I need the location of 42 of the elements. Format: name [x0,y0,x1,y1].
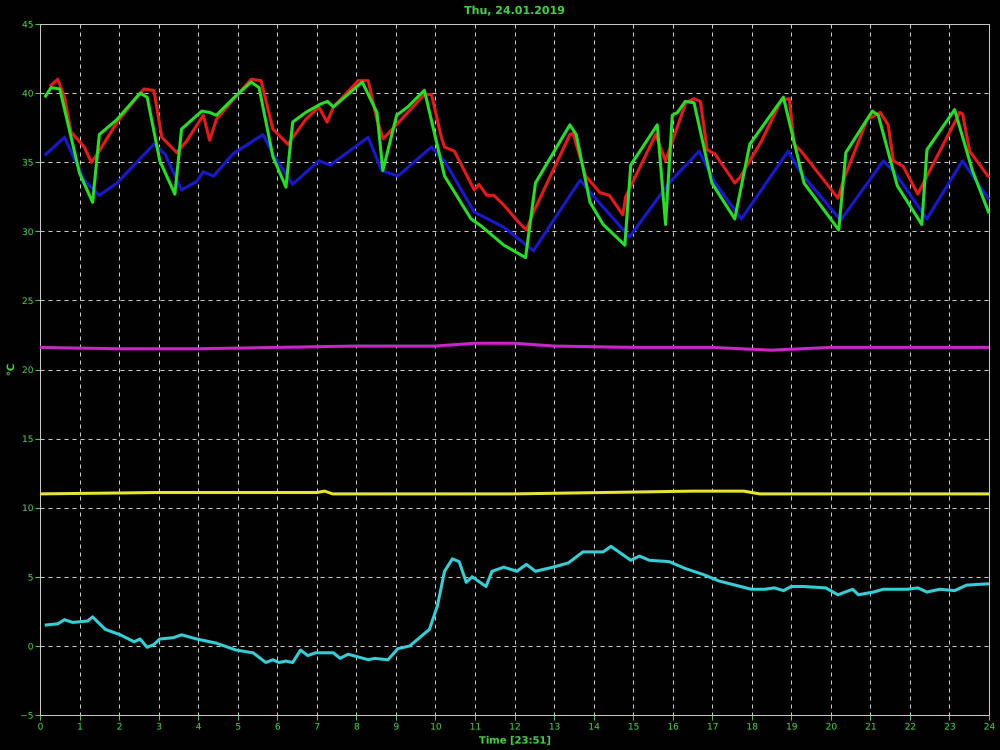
x-tick-label: 22 [904,722,916,732]
line-series [43,544,990,664]
x-tick-label: 14 [588,722,600,732]
x-tick-label: 20 [826,722,838,732]
x-axis-title: Time [23:51] [479,736,551,746]
y-tick-label: 0 [28,642,34,652]
y-tick-label: 10 [22,504,34,514]
x-tick-label: 4 [196,722,202,732]
y-tick-label: 20 [22,366,34,376]
x-tick-label: 12 [509,722,521,732]
x-tick-label: 18 [746,722,758,732]
x-tick-label: 6 [274,722,281,732]
y-tick-label: 35 [22,158,34,169]
x-tick-label: 10 [430,722,442,732]
y-tick-label: 25 [22,296,34,307]
x-tick-label: 17 [706,722,718,732]
x-tick-label: 16 [667,722,680,732]
x-tick-label: 1 [77,722,83,732]
y-tick-label: 40 [22,90,34,100]
x-tick-label: 11 [470,722,482,732]
y-tick-label: 45 [22,20,34,30]
chart-title: Thu, 24.01.2019 [464,4,565,17]
x-tick-label: 23 [944,722,956,732]
x-tick-label: 8 [354,722,360,732]
line-series [38,342,990,352]
x-tick-label: 3 [156,722,162,732]
line-series [43,80,990,260]
x-tick-label: 5 [235,722,242,732]
x-tick-label: 2 [116,722,122,732]
y-tick-label: 15 [22,435,34,446]
x-tick-label: 19 [786,722,798,732]
x-tick-label: 21 [865,722,877,732]
x-tick-label: 7 [314,722,320,732]
x-tick-label: 15 [628,722,640,732]
y-tick-label: 30 [22,228,34,238]
x-tick-label: 9 [394,722,400,732]
y-tick-label: −5 [20,712,34,722]
y-axis-title: °C [6,364,18,376]
y-tick-label: 5 [28,573,34,584]
x-tick-label: 13 [548,722,560,732]
x-tick-label: 0 [38,722,44,732]
x-tick-label: 24 [984,722,996,732]
